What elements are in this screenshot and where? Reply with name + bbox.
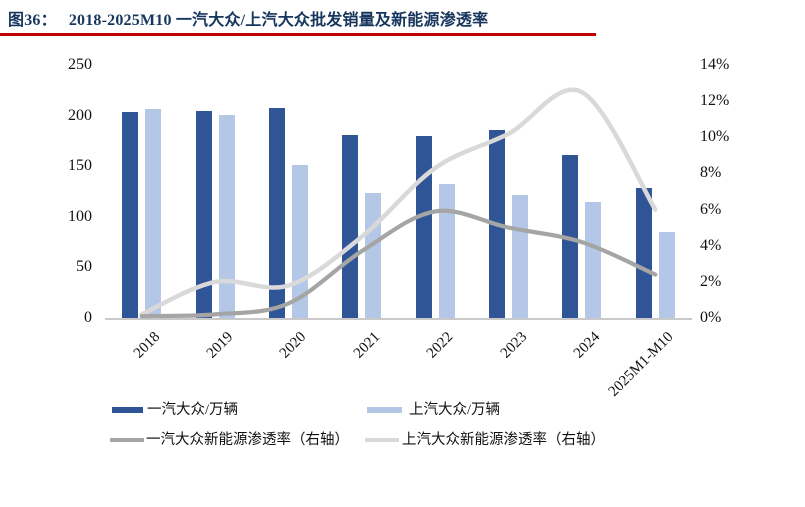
y-axis-left-tick: 250 (68, 56, 92, 73)
figure-title-text: 2018-2025M10 一汽大众/上汽大众批发销量及新能源渗透率 (68, 12, 489, 29)
bar-faw-volkswagen (635, 188, 652, 318)
figure-number: 图36： (8, 12, 57, 29)
trend-line-saic-penetration (139, 87, 658, 317)
title-underline (0, 33, 596, 36)
y-axis-left-tick: 50 (76, 258, 92, 276)
figure-title: 图36： 2018-2025M10 一汽大众/上汽大众批发销量及新能源渗透率 (8, 6, 798, 30)
bar-saic-volkswagen (512, 194, 529, 318)
bar-faw-volkswagen (562, 155, 579, 318)
y-axis-right-tick: 2% (700, 272, 722, 290)
bar-saic-volkswagen (658, 231, 675, 318)
y-axis-right-tick: 14% (700, 56, 730, 73)
bar-saic-volkswagen (145, 108, 162, 318)
legend-swatch-saic-bar (367, 407, 402, 413)
y-axis-left-tick: 100 (68, 207, 92, 225)
bar-saic-volkswagen (218, 114, 235, 318)
legend-label-faw-bar: 一汽大众/万辆 (147, 402, 239, 418)
bar-faw-volkswagen (342, 134, 359, 318)
legend-swatch-faw-line (110, 438, 144, 442)
y-axis-right-tick: 8% (700, 164, 722, 182)
trend-line-faw-penetration (139, 208, 658, 319)
legend-label-faw-line: 一汽大众新能源渗透率（右轴） (146, 432, 349, 448)
y-axis-right-tick: 4% (700, 236, 722, 254)
legend-swatch-saic-line (365, 438, 399, 442)
legend-label-saic-line: 上汽大众新能源渗透率（右轴） (402, 432, 605, 448)
y-axis-right-tick: 0% (700, 309, 722, 326)
x-axis-baseline (105, 318, 692, 320)
y-axis-right-tick: 12% (700, 92, 730, 110)
bar-faw-volkswagen (268, 107, 285, 318)
bar-faw-volkswagen (122, 111, 139, 318)
bar-saic-volkswagen (438, 184, 455, 318)
bar-saic-volkswagen (585, 201, 602, 318)
y-axis-right-tick: 6% (700, 200, 722, 218)
legend-swatch-faw-bar (112, 407, 143, 413)
y-axis-left-tick: 150 (68, 157, 92, 175)
bar-faw-volkswagen (195, 110, 212, 318)
legend-label-saic-bar: 上汽大众/万辆 (409, 402, 501, 418)
y-axis-left-tick: 200 (68, 106, 92, 124)
y-axis-right-tick: 10% (700, 128, 730, 146)
y-axis-left-tick: 0 (84, 309, 92, 326)
